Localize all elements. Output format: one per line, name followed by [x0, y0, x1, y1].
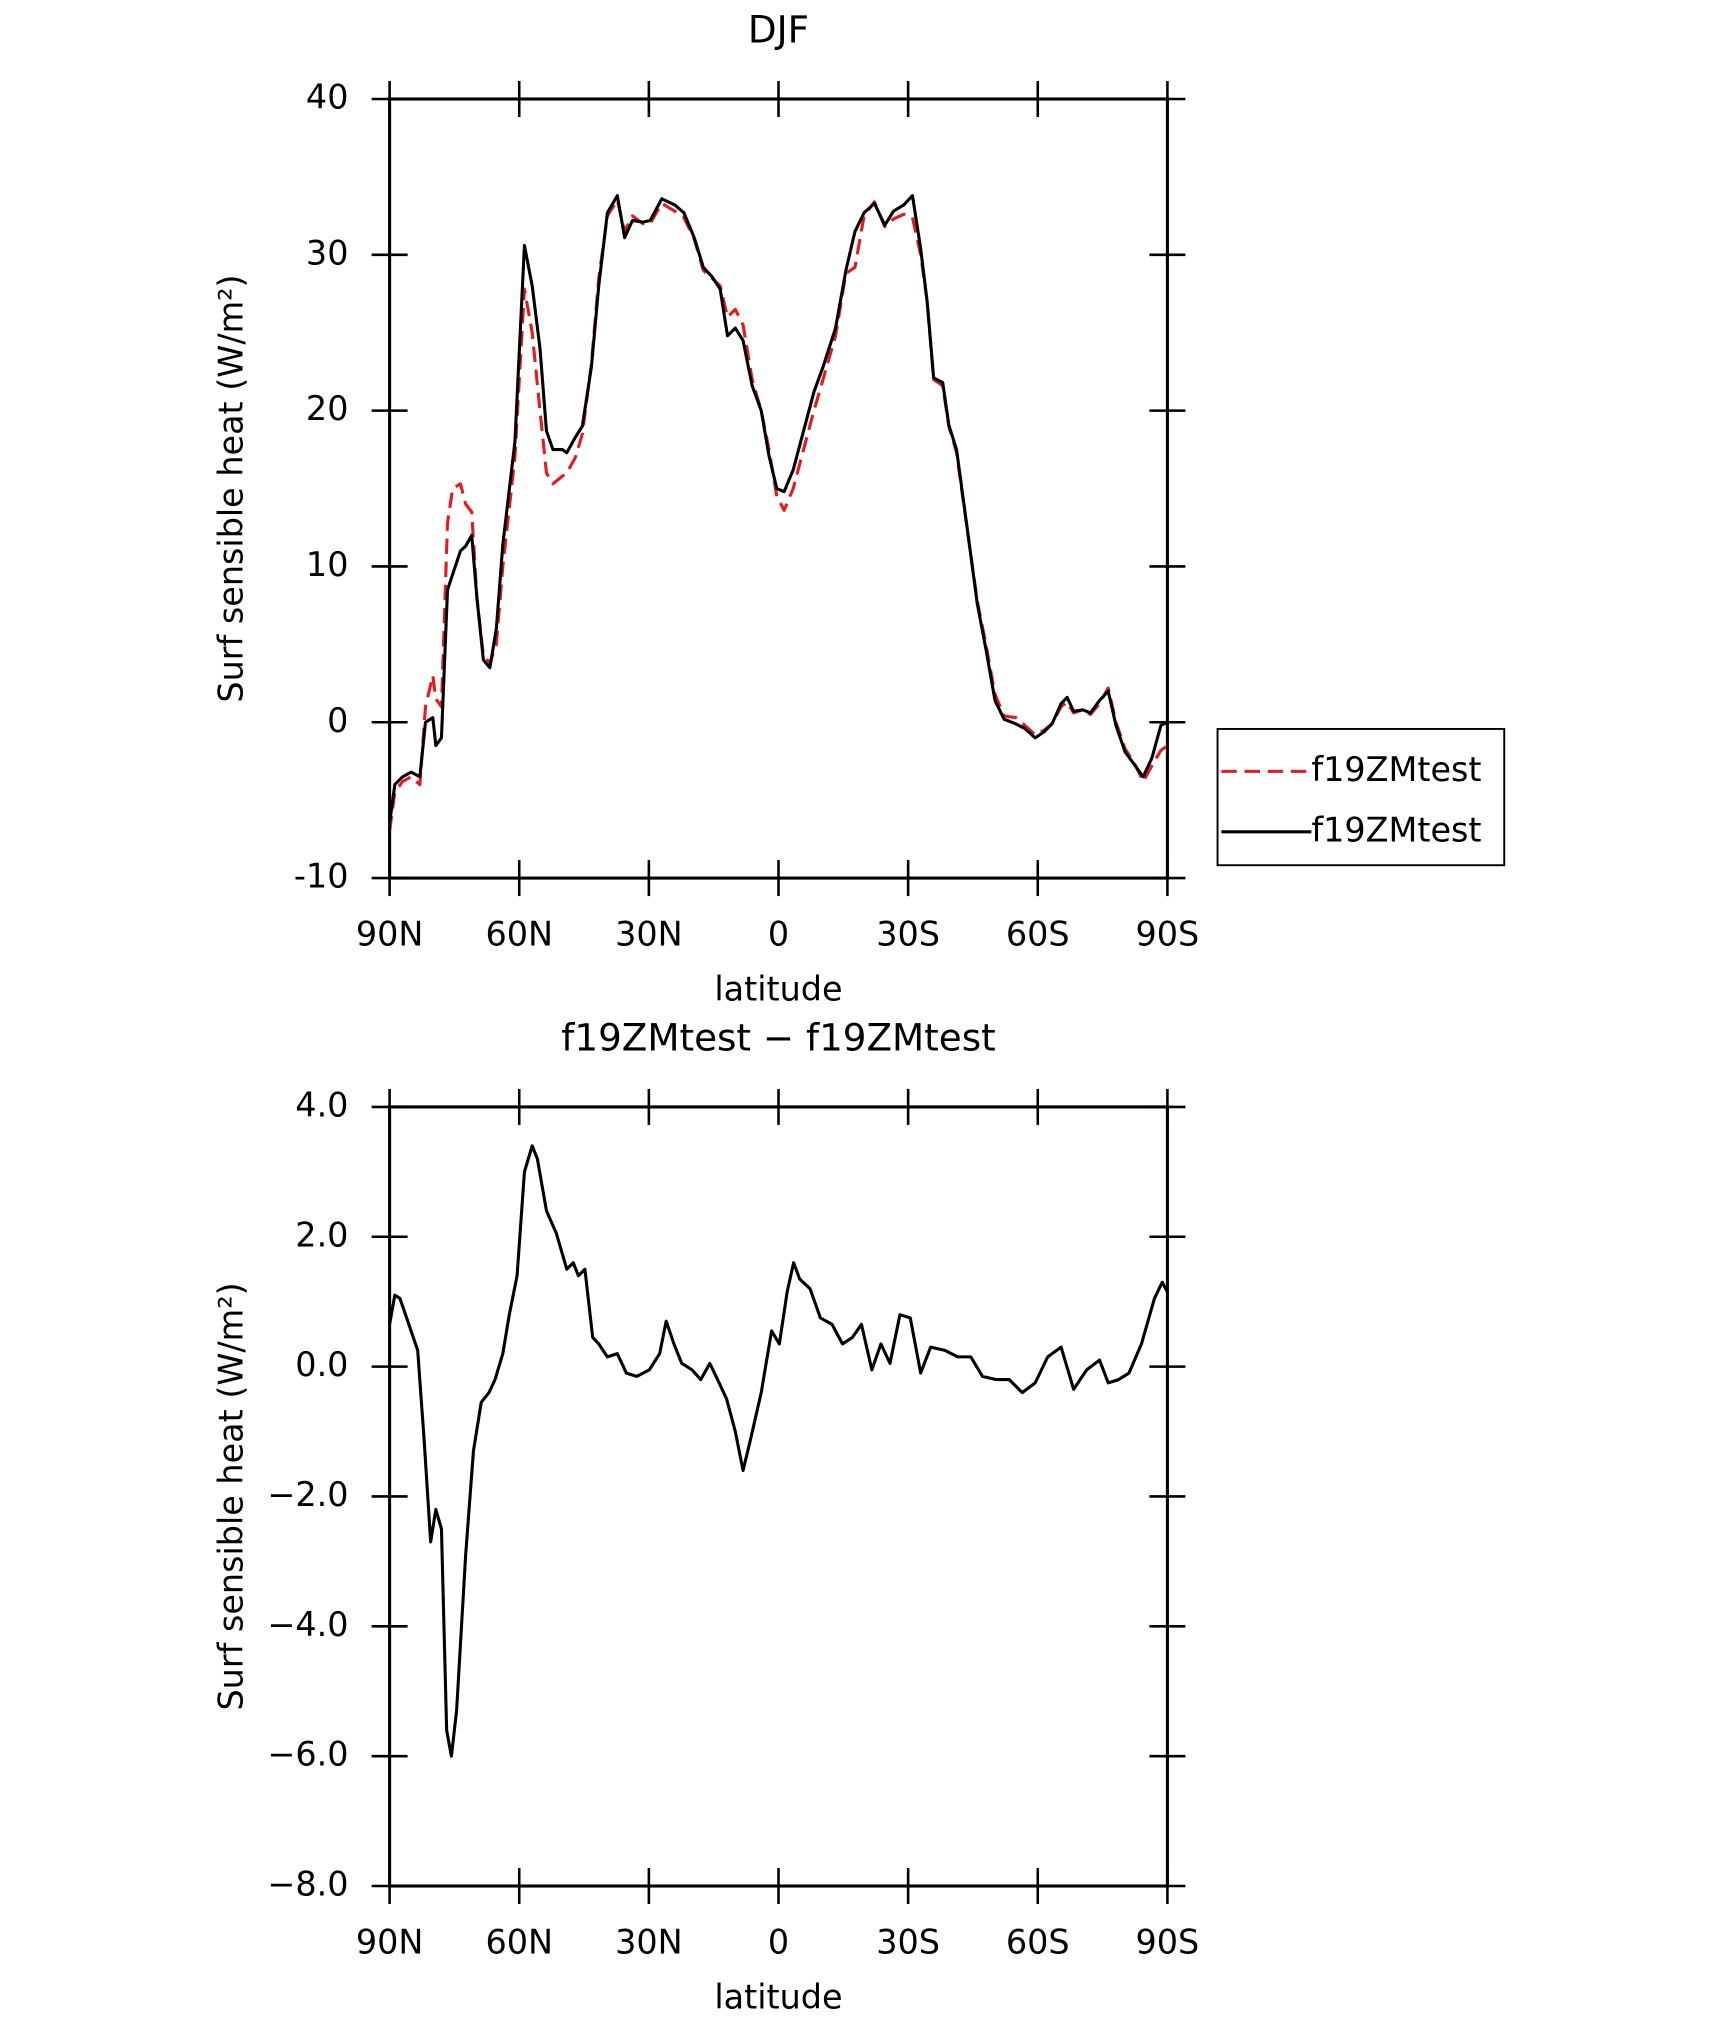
y-tick-label: 10	[306, 545, 349, 584]
data-line	[388, 194, 1169, 824]
y-tick-label: 20	[306, 389, 349, 428]
x-axis-label: latitude	[714, 1978, 842, 2017]
x-tick-label: 30S	[876, 1922, 940, 1961]
legend-label: f19ZMtest	[1311, 810, 1481, 849]
y-tick-label: −4.0	[267, 1605, 348, 1644]
x-tick-label: 0	[768, 914, 789, 953]
y-tick-label: 0	[327, 701, 348, 740]
x-tick-label: 60S	[1006, 914, 1070, 953]
x-axis-label: latitude	[714, 970, 842, 1009]
x-tick-label: 30S	[876, 914, 940, 953]
y-tick-label: 30	[306, 233, 349, 272]
plot-frame	[388, 1105, 1169, 1888]
x-tick-label: 60N	[485, 1922, 553, 1961]
y-tick-label: −2.0	[267, 1475, 348, 1514]
chart-title: f19ZMtest − f19ZMtest	[561, 1016, 996, 1060]
y-tick-label: 4.0	[295, 1085, 348, 1124]
y-tick-label: −6.0	[267, 1735, 348, 1774]
y-tick-label: 2.0	[295, 1215, 348, 1254]
y-axis-label: Surf sensible heat (W/m²)	[211, 1282, 250, 1710]
plot-frame	[388, 97, 1169, 880]
panel: f19ZMtest − f19ZMtest latitude Surf sensib…	[211, 1016, 1199, 2017]
y-tick-label: 40	[306, 77, 349, 116]
x-tick-label: 60N	[485, 914, 553, 953]
legend: f19ZMtest f19ZMtest	[1216, 727, 1506, 867]
y-tick-label: −8.0	[267, 1865, 348, 1904]
x-tick-label: 90N	[356, 1922, 424, 1961]
y-tick-label: -10	[294, 857, 349, 896]
x-tick-label: 60S	[1006, 1922, 1070, 1961]
x-tick-label: 90S	[1136, 1922, 1200, 1961]
data-line	[388, 1144, 1169, 1758]
x-tick-label: 30N	[615, 914, 683, 953]
y-tick-label: 0.0	[295, 1345, 348, 1384]
x-tick-label: 90N	[356, 914, 424, 953]
panel: DJF latitude Surf sensible heat (W/m²) -10 0…	[211, 8, 1506, 1009]
legend-box	[1216, 727, 1506, 867]
legend-label: f19ZMtest	[1311, 750, 1481, 789]
x-tick-label: 90S	[1136, 914, 1200, 953]
x-tick-label: 30N	[615, 1922, 683, 1961]
y-axis-label: Surf sensible heat (W/m²)	[211, 274, 250, 702]
x-tick-label: 0	[768, 1922, 789, 1961]
chart-title: DJF	[748, 8, 809, 52]
